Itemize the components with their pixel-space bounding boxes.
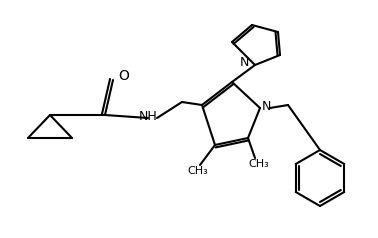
Text: CH₃: CH₃ (249, 159, 270, 169)
Text: NH: NH (139, 110, 157, 124)
Text: N: N (240, 56, 249, 69)
Text: O: O (118, 69, 129, 83)
Text: N: N (262, 99, 271, 113)
Text: CH₃: CH₃ (187, 166, 208, 176)
